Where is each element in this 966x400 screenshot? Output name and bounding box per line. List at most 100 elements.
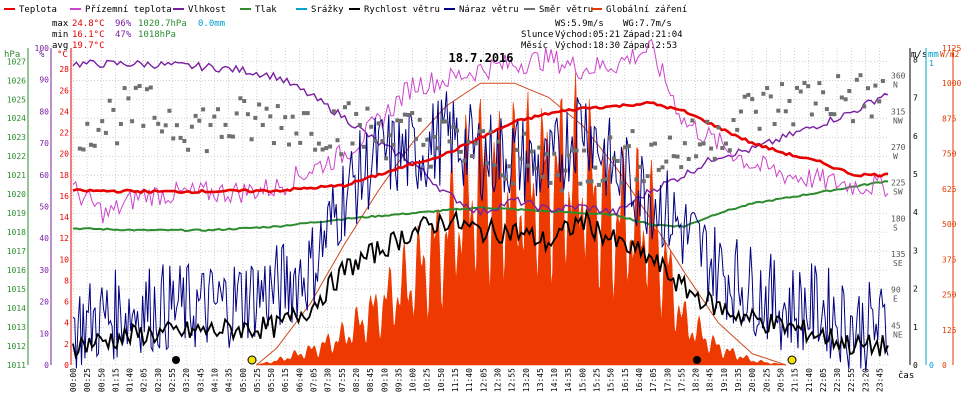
x-tick-label: 03:20 [182,368,191,392]
wind-direction-point [238,96,243,101]
wind-direction-point [118,122,123,126]
wind-direction-point [563,168,568,173]
wind-direction-point [589,179,594,184]
wind-speed-tick: 4 [913,208,918,217]
wind-direction-point [537,145,542,150]
x-tick-label: 00:25 [83,368,92,392]
wind-direction-point [813,101,818,106]
wind-direction-point [567,153,572,158]
temperature-tick: 2 [64,340,69,349]
x-tick-label: 20:25 [762,368,771,392]
wind-direction-point [507,164,512,169]
wind-direction-point [410,111,415,115]
x-tick-label: 02:30 [154,368,163,392]
wind-direction-point [675,154,680,159]
x-tick-label: 12:30 [493,368,502,392]
wind-direction-point [406,113,411,117]
wind-direction-point [716,125,721,130]
wind-direction-point [369,124,374,129]
wind-direction-point [552,151,557,156]
x-tick-label: 06:40 [295,368,304,392]
wind-direction-point [178,135,183,140]
moonrise-marker [693,356,701,364]
wind-direction-point [287,142,291,147]
x-tick-label: 11:40 [465,368,474,392]
wind-direction-point [783,109,788,114]
wind-speed-tick: 3 [913,246,918,255]
wind-direction-point [260,123,265,127]
radiation-tick: 250 [942,291,957,300]
wind-direction-point [208,123,213,127]
pressure-tick: 1021 [7,171,26,180]
pressure-tick: 1018 [7,228,26,237]
x-tick-label: 08:45 [366,368,375,392]
legend-label: Rychlost větru [364,5,440,15]
wind-direction-point [529,149,534,154]
wind-direction-point [791,122,796,127]
wind-speed-avg: WS:5.9m/s [555,19,604,29]
wind-direction-point [503,177,508,181]
wind-direction-point [264,106,269,111]
temperature-tick: 18 [59,171,69,180]
x-tick-label: 09:10 [380,368,389,392]
wind-direction-point [630,129,635,134]
wind-direction-point [346,101,351,106]
wind-direction-point [455,128,460,133]
wind-speed-tick: 7 [913,94,918,103]
radiation-tick: 1125 [942,44,961,53]
wind-direction-point [880,79,885,83]
wind-direction-point [249,137,254,142]
sunrise: Východ:05:21 [555,30,620,40]
radiation-tick: 375 [942,255,957,264]
wind-speed-tick: 0 [913,361,918,370]
wind-direction-point [597,182,601,187]
wind-direction-point [279,126,284,130]
x-tick-label: 17:05 [649,368,658,392]
temperature-tick: 10 [59,255,69,264]
wind-direction-point [656,167,661,172]
x-tick-label: 08:20 [352,368,361,392]
wind-direction-point [753,109,758,114]
humidity-tick: 30 [39,266,49,275]
wind-direction-point [272,141,276,146]
wind-direction-point [477,129,482,134]
wind-direction-point [234,111,239,116]
wind-direction-point [854,77,859,82]
wind-direction-point [768,94,773,99]
wind-direction-point [152,115,157,120]
wind-direction-point [167,108,172,113]
wind-direction-point [197,118,202,123]
humidity-tick: 90 [39,76,49,85]
wind-direction-point [399,118,403,123]
wind-direction-point [201,107,206,112]
x-tick-label: 18:45 [706,368,715,392]
legend-label: Teplota [19,5,57,15]
x-tick-label: 23:20 [861,368,870,392]
wind-direction-point [216,107,220,112]
temperature-tick: 14 [59,213,69,222]
legend-label: Směr větru [539,5,593,15]
stats-max-hum: 96% [115,19,132,29]
moonrise: Východ:18:30 [555,41,620,51]
stats-max-label: max [52,19,69,29]
wind-dir-tick-deg: 270 [891,143,906,152]
wind-direction-point [780,82,784,87]
wind-direction-point [160,129,164,134]
x-tick-label: 06:15 [281,368,290,392]
radiation-tick: 500 [942,220,957,229]
radiation-tick: 1000 [942,79,961,88]
x-tick-label: 14:10 [550,368,559,392]
wind-direction-point [85,121,90,126]
wind-direction-point [802,81,807,85]
wind-dir-tick-label: W [893,152,898,161]
wind-dir-tick-label: S [893,223,898,232]
wind-direction-point [514,147,519,152]
wind-direction-point [668,135,672,140]
radiation-tick: 0 [942,361,947,370]
wind-direction-point [339,152,344,157]
wind-direction-point [141,123,146,128]
wind-direction-point [387,133,392,138]
x-tick-label: 22:05 [819,368,828,392]
wind-direction-point [787,99,792,103]
wind-dir-tick-deg: 45 [891,321,901,330]
